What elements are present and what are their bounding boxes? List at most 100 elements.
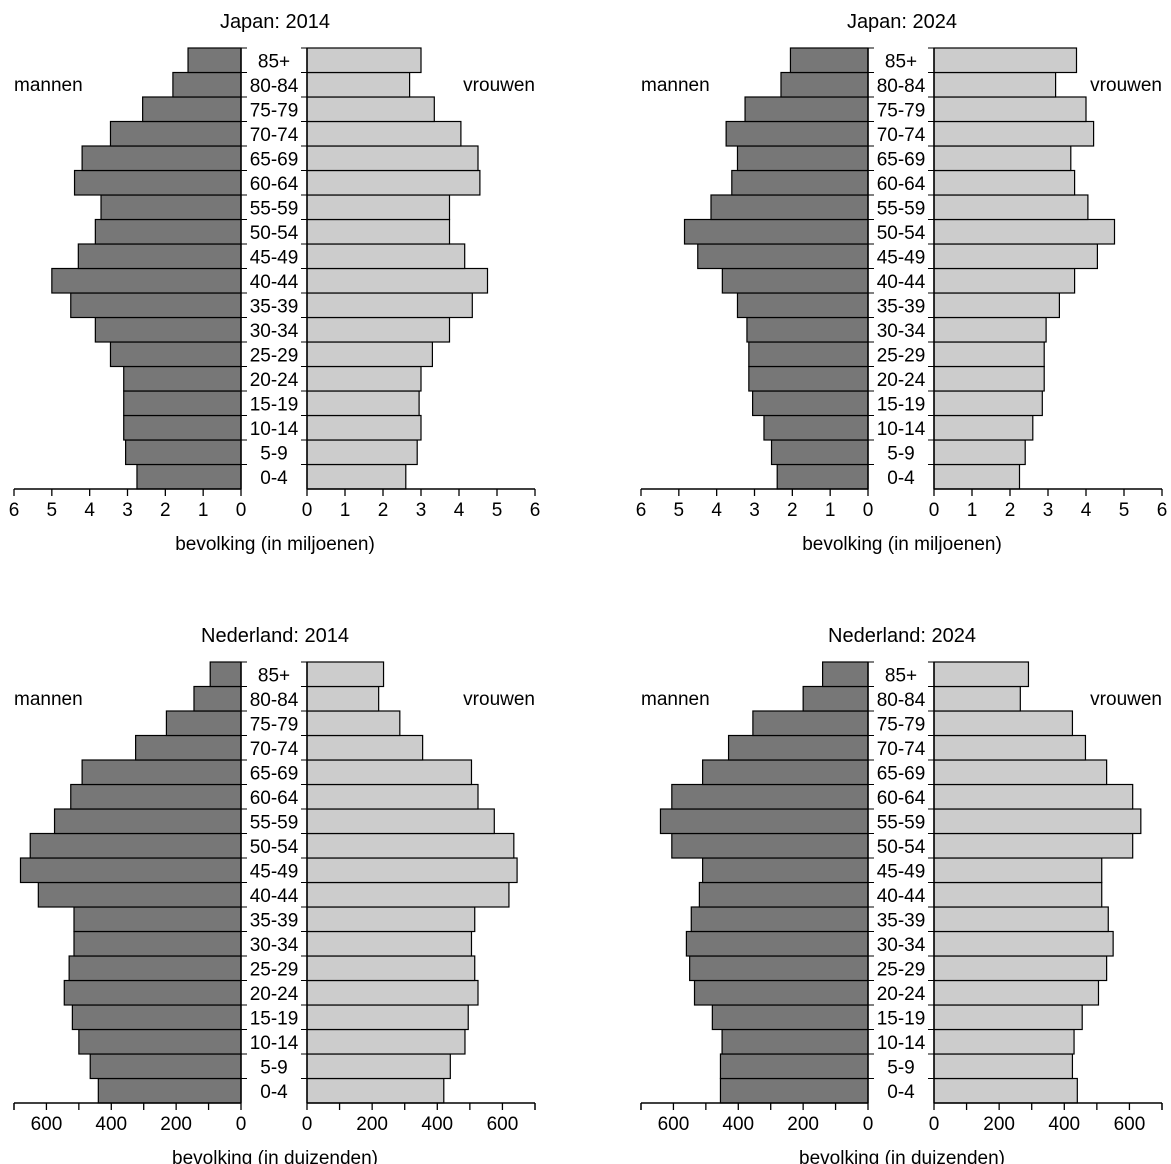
bar-mannen-45-49: [19, 857, 242, 884]
age-label: 50-54: [877, 223, 926, 244]
bar-mannen-40-44: [698, 881, 869, 908]
age-label: 40-44: [250, 886, 299, 907]
age-label: 85+: [258, 51, 290, 72]
bar-mannen-0-4: [97, 1077, 242, 1104]
bar-mannen-20-24: [748, 365, 869, 392]
bar-vrouwen-5-9: [933, 439, 1026, 466]
age-label: 15-19: [877, 1008, 926, 1029]
age-label: 55-59: [877, 198, 926, 219]
age-label: 85+: [258, 665, 290, 686]
age-label: 85+: [885, 51, 917, 72]
age-label: 65-69: [877, 149, 926, 170]
bar-mannen-10-14: [763, 414, 869, 441]
tick-label-right: 1: [340, 500, 351, 521]
bar-vrouwen-35-39: [306, 906, 476, 933]
bar-mannen-85+: [822, 661, 869, 688]
bar-vrouwen-35-39: [933, 292, 1061, 319]
age-label: 80-84: [250, 76, 299, 97]
bar-mannen-15-19: [123, 390, 242, 417]
tick-label-right: 4: [454, 500, 465, 521]
bar-mannen-80-84: [193, 685, 242, 712]
bar-vrouwen-45-49: [933, 243, 1098, 270]
tick-label-left: 4: [711, 500, 722, 521]
mannen-label: mannen: [14, 689, 83, 710]
tick-label-right: 600: [1114, 1114, 1146, 1135]
bar-vrouwen-15-19: [933, 1004, 1083, 1031]
bar-vrouwen-60-64: [306, 169, 481, 196]
bar-vrouwen-50-54: [933, 218, 1116, 245]
age-label: 35-39: [877, 296, 926, 317]
chart-title: Nederland: 2014: [201, 625, 349, 647]
tick-label-left: 2: [787, 500, 798, 521]
bar-vrouwen-20-24: [306, 365, 422, 392]
bar-mannen-80-84: [780, 71, 869, 98]
bar-vrouwen-50-54: [933, 832, 1134, 859]
age-label: 50-54: [250, 223, 299, 244]
bar-mannen-65-69: [736, 145, 869, 172]
bar-mannen-0-4: [136, 463, 242, 490]
tick-label-left: 400: [722, 1114, 754, 1135]
vrouwen-label: vrouwen: [463, 75, 535, 96]
tick-label-left: 0: [236, 1114, 247, 1135]
bar-vrouwen-15-19: [306, 1004, 469, 1031]
bar-mannen-10-14: [721, 1028, 869, 1055]
age-label: 25-29: [877, 345, 926, 366]
age-label: 25-29: [250, 345, 299, 366]
tick-label-right: 3: [416, 500, 427, 521]
age-label: 35-39: [250, 296, 299, 317]
bar-mannen-60-64: [671, 783, 869, 810]
bar-vrouwen-85+: [933, 661, 1030, 688]
tick-label-right: 6: [530, 500, 541, 521]
bar-vrouwen-30-34: [306, 316, 451, 343]
tick-label-left: 600: [31, 1114, 63, 1135]
tick-label-left: 6: [9, 500, 20, 521]
tick-label-left: 400: [95, 1114, 127, 1135]
age-label: 80-84: [877, 76, 926, 97]
bar-mannen-20-24: [63, 979, 242, 1006]
age-label: 40-44: [877, 886, 926, 907]
bar-mannen-30-34: [73, 930, 242, 957]
age-label: 10-14: [250, 1033, 299, 1054]
bar-vrouwen-85+: [306, 661, 385, 688]
tick-label-left: 1: [198, 500, 209, 521]
bar-vrouwen-15-19: [933, 390, 1043, 417]
bar-mannen-15-19: [71, 1004, 242, 1031]
tick-label-right: 0: [929, 1114, 940, 1135]
tick-label-left: 5: [47, 500, 58, 521]
bar-vrouwen-40-44: [933, 267, 1076, 294]
bar-vrouwen-70-74: [933, 734, 1087, 761]
bar-mannen-50-54: [671, 832, 869, 859]
age-label: 50-54: [877, 837, 926, 858]
age-label: 55-59: [250, 198, 299, 219]
tick-label-right: 4: [1081, 500, 1092, 521]
bar-mannen-75-79: [165, 710, 242, 737]
bar-mannen-30-34: [746, 316, 869, 343]
age-label: 50-54: [250, 837, 299, 858]
bar-mannen-75-79: [744, 96, 869, 123]
age-label: 65-69: [250, 763, 299, 784]
bar-vrouwen-10-14: [933, 1028, 1075, 1055]
bar-vrouwen-5-9: [306, 439, 418, 466]
age-label: 75-79: [250, 714, 299, 735]
age-label: 60-64: [250, 788, 299, 809]
age-label: 15-19: [877, 394, 926, 415]
bar-mannen-25-29: [109, 341, 242, 368]
bar-vrouwen-25-29: [933, 341, 1045, 368]
tick-label-right: 600: [487, 1114, 519, 1135]
age-label: 40-44: [877, 272, 926, 293]
bar-vrouwen-0-4: [306, 1077, 445, 1104]
tick-label-right: 2: [1005, 500, 1016, 521]
bar-mannen-55-59: [100, 194, 242, 221]
bar-mannen-30-34: [685, 930, 869, 957]
age-label: 40-44: [250, 272, 299, 293]
bar-mannen-10-14: [78, 1028, 242, 1055]
bar-vrouwen-85+: [933, 47, 1078, 74]
bar-vrouwen-80-84: [306, 71, 411, 98]
bar-mannen-15-19: [711, 1004, 869, 1031]
chart-panel: Japan: 2024 mannen vrouwen 0-4 5-9 10-14 15-19…: [636, 11, 1168, 555]
age-label: 30-34: [250, 935, 299, 956]
bar-vrouwen-55-59: [933, 808, 1142, 835]
age-label: 45-49: [250, 247, 299, 268]
tick-label-right: 2: [378, 500, 389, 521]
age-label: 20-24: [250, 370, 299, 391]
